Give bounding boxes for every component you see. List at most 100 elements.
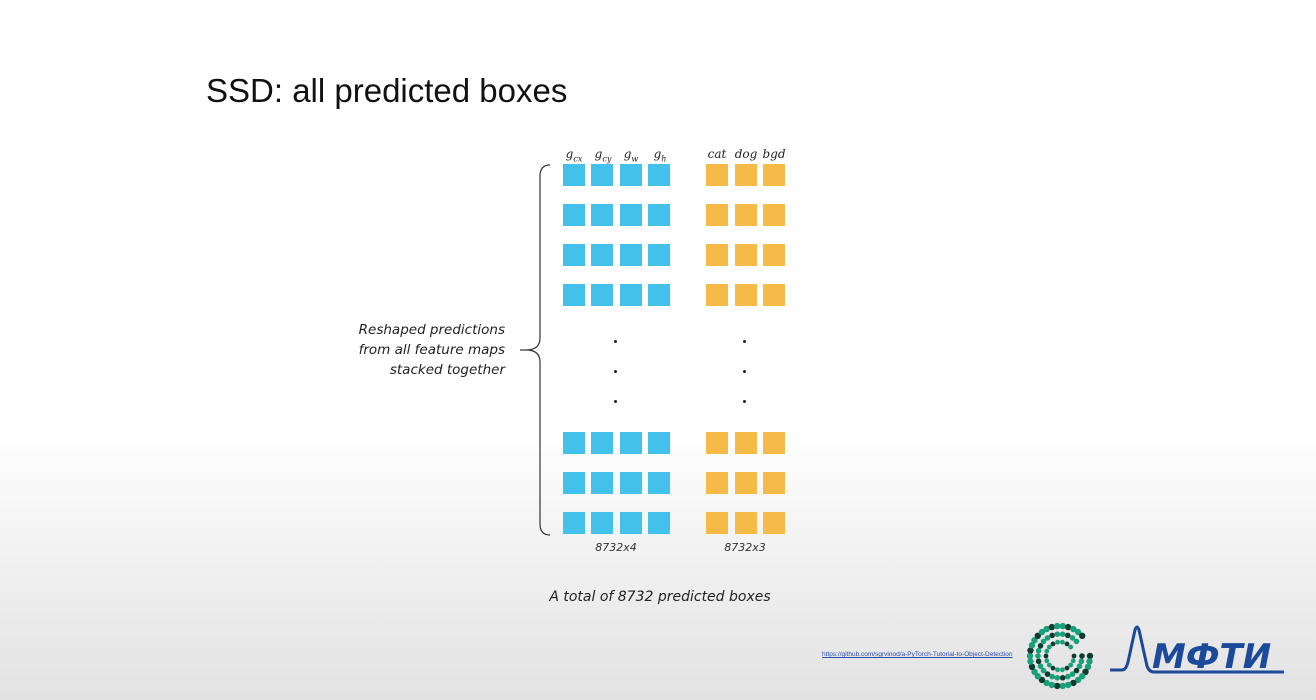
slide-title: SSD: all predicted boxes bbox=[206, 72, 568, 109]
loc-prediction-cell bbox=[591, 164, 613, 186]
logo-dot bbox=[1076, 663, 1083, 669]
loc-prediction-cell bbox=[591, 512, 613, 534]
header-gw: gw bbox=[616, 147, 646, 163]
loc-prediction-cell bbox=[563, 244, 585, 266]
class-score-cell bbox=[735, 244, 757, 266]
logo-dot bbox=[1069, 635, 1076, 641]
class-score-cell bbox=[735, 204, 757, 226]
logo-dot bbox=[1055, 667, 1060, 673]
header-gcx-base: g bbox=[565, 147, 574, 161]
logo-dot bbox=[1059, 631, 1066, 637]
logo-dot bbox=[1064, 641, 1070, 647]
logo-dot bbox=[1048, 681, 1055, 689]
logo-dot bbox=[1043, 653, 1049, 659]
logo-dot bbox=[1079, 653, 1085, 659]
logo-dot bbox=[1071, 653, 1077, 659]
mipt-logo: МФТИ bbox=[1026, 622, 1284, 690]
logo-dot bbox=[1037, 643, 1044, 649]
header-gh-sub: h bbox=[661, 154, 667, 164]
logo-dot bbox=[1086, 652, 1094, 660]
total-caption: A total of 8732 predicted boxes bbox=[549, 589, 771, 605]
logo-dot bbox=[1074, 628, 1082, 636]
logo-dot bbox=[1059, 675, 1066, 681]
ellipsis-dot bbox=[743, 370, 746, 373]
logo-dot bbox=[1043, 679, 1050, 687]
loc-prediction-cell bbox=[648, 204, 670, 226]
class-score-cell bbox=[763, 164, 785, 186]
logo-dot bbox=[1074, 676, 1082, 684]
logo-dot bbox=[1043, 625, 1050, 633]
loc-prediction-cell bbox=[620, 472, 642, 494]
logo-dot bbox=[1054, 631, 1061, 637]
logo-dot bbox=[1044, 671, 1051, 677]
loc-prediction-cell bbox=[648, 284, 670, 306]
class-score-cell bbox=[706, 164, 728, 186]
side-label-line-3: stacked together bbox=[389, 362, 505, 378]
logo-dot bbox=[1046, 662, 1052, 668]
header-gcy-base: g bbox=[594, 147, 603, 161]
class-score-cell bbox=[706, 512, 728, 534]
logo-dot bbox=[1038, 628, 1046, 636]
logo-dot bbox=[1050, 641, 1056, 647]
loc-prediction-cell bbox=[563, 512, 585, 534]
loc-prediction-cell bbox=[620, 284, 642, 306]
class-score-cell bbox=[763, 244, 785, 266]
logo-dot bbox=[1070, 679, 1077, 687]
loc-prediction-cell bbox=[620, 164, 642, 186]
logo-text: МФТИ bbox=[1152, 637, 1271, 677]
logo-dot bbox=[1038, 676, 1046, 684]
class-score-cell bbox=[706, 284, 728, 306]
logo-dot bbox=[1070, 658, 1076, 664]
logo-dot bbox=[1035, 653, 1041, 659]
loc-prediction-cell bbox=[591, 432, 613, 454]
logo-dot bbox=[1065, 632, 1071, 639]
logo-dot bbox=[1078, 658, 1085, 665]
logo-dot bbox=[1044, 658, 1050, 664]
class-score-cell bbox=[735, 284, 757, 306]
logo-dot bbox=[1054, 675, 1061, 681]
loc-prediction-cell bbox=[591, 472, 613, 494]
class-score-cell bbox=[706, 432, 728, 454]
ellipsis-dot bbox=[614, 370, 617, 373]
header-gh: gh bbox=[645, 147, 675, 163]
class-score-cell bbox=[735, 164, 757, 186]
loc-prediction-cell bbox=[620, 204, 642, 226]
source-link[interactable]: https://github.com/sgrvinod/a-PyTorch-Tu… bbox=[822, 651, 1013, 658]
header-bgd: bgd bbox=[762, 147, 786, 161]
logo-dot bbox=[1082, 668, 1089, 675]
class-score-cell bbox=[763, 284, 785, 306]
header-dog: dog bbox=[734, 147, 758, 161]
header-gw-sub: w bbox=[631, 154, 639, 164]
logo-dot bbox=[1055, 639, 1060, 645]
logo-dot bbox=[1027, 647, 1034, 654]
logo-dot bbox=[1040, 667, 1047, 674]
loc-prediction-cell bbox=[591, 284, 613, 306]
logo-dot bbox=[1064, 665, 1070, 671]
class-score-cell bbox=[763, 512, 785, 534]
logo-dot bbox=[1046, 644, 1052, 650]
curly-brace-icon bbox=[520, 164, 551, 536]
ellipsis-dot bbox=[743, 340, 746, 343]
logo-dot bbox=[1060, 667, 1065, 673]
header-cat: cat bbox=[707, 147, 727, 161]
class-score-cell bbox=[735, 512, 757, 534]
logo-dot bbox=[1031, 637, 1038, 644]
loc-prediction-cell bbox=[563, 432, 585, 454]
logo-dot bbox=[1059, 682, 1066, 690]
logo-dot bbox=[1065, 681, 1072, 689]
logo-dot bbox=[1049, 632, 1055, 639]
header-gcx-sub: cx bbox=[573, 154, 583, 164]
loc-prediction-cell bbox=[620, 512, 642, 534]
logo-dot bbox=[1040, 638, 1047, 645]
loc-prediction-cell bbox=[648, 472, 670, 494]
ellipsis-dot bbox=[614, 400, 617, 403]
loc-prediction-cell bbox=[563, 284, 585, 306]
class-score-cell bbox=[706, 244, 728, 266]
logo-dot bbox=[1028, 663, 1036, 670]
header-gw-base: g bbox=[623, 147, 632, 161]
logo-dot bbox=[1026, 652, 1034, 660]
logo-dot bbox=[1059, 622, 1066, 630]
logo-dot bbox=[1049, 673, 1055, 680]
logo-dot bbox=[1073, 638, 1080, 645]
class-score-cell bbox=[735, 472, 757, 494]
